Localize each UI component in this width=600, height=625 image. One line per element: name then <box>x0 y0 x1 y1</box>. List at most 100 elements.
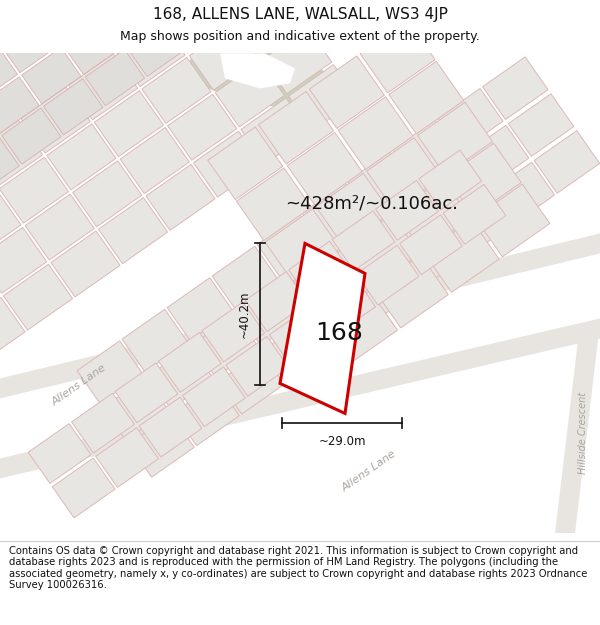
Polygon shape <box>443 184 506 244</box>
Polygon shape <box>238 283 304 346</box>
Polygon shape <box>68 54 137 120</box>
Polygon shape <box>202 302 265 362</box>
Polygon shape <box>269 306 332 366</box>
Text: ~428m²/~0.106ac.: ~428m²/~0.106ac. <box>285 194 458 213</box>
Polygon shape <box>185 53 340 109</box>
Polygon shape <box>347 152 413 214</box>
Polygon shape <box>534 131 599 193</box>
Polygon shape <box>373 188 439 251</box>
Text: Allens Lane: Allens Lane <box>50 363 108 408</box>
Polygon shape <box>475 184 550 257</box>
Polygon shape <box>190 24 259 90</box>
Polygon shape <box>302 183 368 246</box>
Text: Allens Lane: Allens Lane <box>340 449 398 494</box>
Polygon shape <box>309 288 374 351</box>
Polygon shape <box>164 0 233 53</box>
Polygon shape <box>241 98 310 164</box>
Polygon shape <box>287 132 362 205</box>
Polygon shape <box>47 124 116 190</box>
Polygon shape <box>128 414 194 477</box>
Polygon shape <box>389 61 464 134</box>
Polygon shape <box>139 398 202 457</box>
Polygon shape <box>115 363 178 423</box>
Polygon shape <box>332 211 395 271</box>
Polygon shape <box>489 162 554 225</box>
Text: ~29.0m: ~29.0m <box>318 436 366 449</box>
Polygon shape <box>283 251 349 314</box>
Polygon shape <box>0 298 25 363</box>
Polygon shape <box>437 89 503 151</box>
Polygon shape <box>120 127 189 194</box>
Polygon shape <box>354 257 419 319</box>
Polygon shape <box>400 215 463 274</box>
Polygon shape <box>193 131 263 197</box>
Text: 168, ALLENS LANE, WALSALL, WS3 4JP: 168, ALLENS LANE, WALSALL, WS3 4JP <box>152 7 448 22</box>
Polygon shape <box>444 194 509 256</box>
Polygon shape <box>25 194 94 260</box>
Polygon shape <box>22 48 81 104</box>
Polygon shape <box>237 0 306 57</box>
Polygon shape <box>310 56 385 129</box>
Polygon shape <box>211 0 280 20</box>
Polygon shape <box>21 87 90 153</box>
Polygon shape <box>28 424 91 484</box>
Polygon shape <box>289 64 358 131</box>
Polygon shape <box>0 46 17 102</box>
Polygon shape <box>328 220 394 282</box>
Polygon shape <box>73 161 142 227</box>
Polygon shape <box>2 108 61 164</box>
Polygon shape <box>313 276 376 336</box>
Polygon shape <box>0 121 43 186</box>
Polygon shape <box>316 173 391 246</box>
Polygon shape <box>96 428 158 488</box>
Polygon shape <box>376 181 438 240</box>
Polygon shape <box>142 58 211 123</box>
Text: Map shows position and indicative extent of the property.: Map shows position and indicative extent… <box>120 29 480 42</box>
Polygon shape <box>263 28 332 94</box>
Polygon shape <box>215 61 284 127</box>
Polygon shape <box>367 138 442 211</box>
Polygon shape <box>0 228 47 293</box>
Polygon shape <box>395 179 470 251</box>
Polygon shape <box>264 320 329 382</box>
Polygon shape <box>98 198 167 264</box>
Polygon shape <box>245 272 308 331</box>
Polygon shape <box>4 264 73 330</box>
Polygon shape <box>0 158 68 223</box>
Polygon shape <box>85 49 145 106</box>
Polygon shape <box>219 351 284 414</box>
Text: 168: 168 <box>315 321 362 346</box>
Polygon shape <box>41 0 101 43</box>
Polygon shape <box>419 150 482 210</box>
Polygon shape <box>51 231 120 297</box>
Polygon shape <box>212 246 278 309</box>
Polygon shape <box>418 157 484 219</box>
Polygon shape <box>424 220 499 292</box>
Polygon shape <box>294 250 369 322</box>
Polygon shape <box>167 94 237 160</box>
Polygon shape <box>236 168 311 241</box>
Polygon shape <box>103 378 169 440</box>
Polygon shape <box>148 346 214 409</box>
Polygon shape <box>446 143 521 216</box>
Polygon shape <box>116 21 185 86</box>
Polygon shape <box>105 0 164 45</box>
Polygon shape <box>64 18 123 74</box>
Text: ~40.2m: ~40.2m <box>238 291 251 338</box>
Polygon shape <box>77 341 143 404</box>
Polygon shape <box>71 393 134 453</box>
Polygon shape <box>399 225 464 288</box>
Polygon shape <box>158 332 221 392</box>
Polygon shape <box>0 318 600 479</box>
Polygon shape <box>392 120 458 182</box>
Polygon shape <box>265 209 340 281</box>
Polygon shape <box>463 126 529 188</box>
Polygon shape <box>508 94 574 156</box>
Polygon shape <box>289 241 352 301</box>
Polygon shape <box>373 255 448 328</box>
Polygon shape <box>226 336 289 396</box>
Polygon shape <box>356 245 419 305</box>
Polygon shape <box>259 91 334 164</box>
Polygon shape <box>182 367 245 427</box>
Polygon shape <box>193 314 259 378</box>
